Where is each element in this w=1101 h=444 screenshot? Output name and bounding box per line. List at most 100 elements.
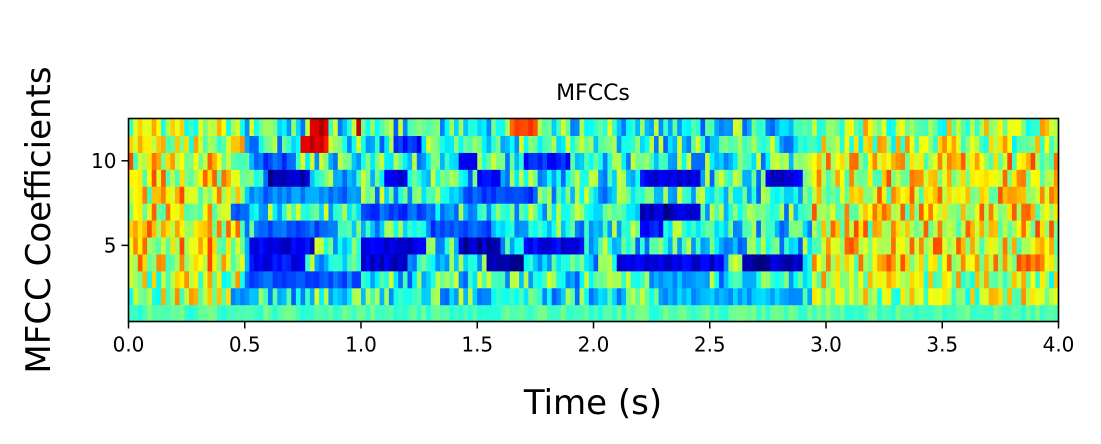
heatmap-cell bbox=[477, 118, 483, 137]
heatmap-cell bbox=[942, 253, 948, 272]
heatmap-cell bbox=[291, 304, 297, 323]
heatmap-cell bbox=[286, 236, 292, 255]
heatmap-cell bbox=[328, 287, 334, 306]
heatmap-cell bbox=[128, 270, 134, 289]
heatmap-cell bbox=[816, 203, 822, 221]
heatmap-cell bbox=[467, 270, 474, 289]
heatmap-cell bbox=[365, 270, 371, 289]
heatmap-cell bbox=[277, 287, 283, 306]
heatmap-cell bbox=[463, 253, 469, 272]
heatmap-cell bbox=[584, 169, 590, 187]
heatmap-cell bbox=[458, 236, 464, 255]
heatmap-cell bbox=[254, 152, 260, 170]
heatmap-cell bbox=[807, 203, 813, 221]
heatmap-cell bbox=[235, 186, 241, 204]
heatmap-cell bbox=[235, 270, 241, 289]
heatmap-cell bbox=[760, 287, 767, 306]
heatmap-cell bbox=[142, 186, 148, 204]
heatmap-cell bbox=[309, 270, 316, 289]
heatmap-cell bbox=[770, 135, 776, 153]
heatmap-cell bbox=[221, 270, 227, 289]
heatmap-cell bbox=[649, 287, 655, 306]
heatmap-cell bbox=[161, 236, 167, 255]
heatmap-cell bbox=[1039, 203, 1046, 221]
heatmap-cell bbox=[946, 270, 953, 289]
heatmap-cell bbox=[314, 287, 320, 306]
heatmap-cell bbox=[612, 118, 618, 137]
heatmap-cell bbox=[593, 287, 599, 306]
heatmap-cell bbox=[881, 253, 888, 272]
heatmap-cell bbox=[356, 220, 362, 238]
heatmap-cell bbox=[240, 135, 246, 153]
heatmap-cell bbox=[742, 220, 748, 238]
heatmap-cell bbox=[1053, 135, 1060, 153]
heatmap-cell bbox=[872, 304, 878, 323]
heatmap-cell bbox=[663, 118, 669, 137]
heatmap-cell bbox=[384, 304, 390, 323]
heatmap-cell bbox=[844, 236, 850, 255]
heatmap-cell bbox=[430, 135, 436, 153]
heatmap-cell bbox=[640, 253, 646, 272]
heatmap-cell bbox=[542, 186, 548, 204]
heatmap-cell bbox=[714, 203, 720, 221]
heatmap-cell bbox=[965, 270, 971, 289]
heatmap-cell bbox=[421, 236, 427, 255]
heatmap-cell bbox=[333, 169, 339, 187]
heatmap-cell bbox=[407, 236, 413, 255]
heatmap-cell bbox=[719, 186, 725, 204]
heatmap-cell bbox=[626, 135, 632, 153]
heatmap-cell bbox=[807, 169, 813, 187]
heatmap-cell bbox=[179, 203, 185, 221]
heatmap-cell bbox=[946, 118, 953, 137]
heatmap-cell bbox=[458, 152, 464, 170]
heatmap-cell bbox=[946, 236, 953, 255]
heatmap-cell bbox=[765, 169, 771, 187]
heatmap-cell bbox=[1035, 287, 1041, 306]
heatmap-cell bbox=[658, 304, 664, 323]
heatmap-cell bbox=[574, 270, 581, 289]
heatmap-cell bbox=[812, 186, 818, 204]
heatmap-cell bbox=[361, 169, 367, 187]
heatmap-cell bbox=[602, 304, 609, 323]
heatmap-cell bbox=[593, 220, 599, 238]
heatmap-cell bbox=[672, 253, 678, 272]
heatmap-cell bbox=[268, 135, 274, 153]
heatmap-cell bbox=[640, 169, 646, 187]
heatmap-cell bbox=[384, 135, 390, 153]
heatmap-cell bbox=[919, 203, 925, 221]
heatmap-cell bbox=[309, 304, 316, 323]
heatmap-cell bbox=[895, 186, 901, 204]
heatmap-cell bbox=[863, 253, 869, 272]
heatmap-cell bbox=[974, 152, 981, 170]
heatmap-cell bbox=[286, 135, 292, 153]
heatmap-cell bbox=[342, 169, 348, 187]
heatmap-cell bbox=[812, 152, 818, 170]
heatmap-cell bbox=[653, 304, 660, 323]
heatmap-cell bbox=[728, 135, 734, 153]
heatmap-cell bbox=[356, 236, 362, 255]
heatmap-cell bbox=[1049, 270, 1055, 289]
heatmap-cell bbox=[402, 135, 409, 153]
heatmap-cell bbox=[979, 169, 985, 187]
heatmap-cell bbox=[133, 152, 139, 170]
heatmap-cell bbox=[1049, 220, 1055, 238]
heatmap-cell bbox=[714, 304, 720, 323]
heatmap-cell bbox=[1030, 118, 1036, 137]
heatmap-cell bbox=[779, 270, 785, 289]
heatmap-cell bbox=[161, 270, 167, 289]
heatmap-cell bbox=[454, 304, 460, 323]
heatmap-cell bbox=[1021, 152, 1027, 170]
heatmap-cell bbox=[407, 304, 413, 323]
heatmap-cell bbox=[937, 186, 943, 204]
heatmap-cell bbox=[965, 304, 971, 323]
heatmap-cell bbox=[700, 236, 706, 255]
heatmap-cell bbox=[974, 186, 981, 204]
heatmap-cell bbox=[207, 135, 213, 153]
heatmap-cell bbox=[221, 169, 227, 187]
heatmap-cell bbox=[616, 203, 622, 221]
heatmap-cell bbox=[426, 304, 432, 323]
heatmap-cell bbox=[695, 152, 702, 170]
heatmap-cell bbox=[398, 253, 404, 272]
heatmap-cell bbox=[691, 287, 697, 306]
heatmap-cell bbox=[612, 236, 618, 255]
